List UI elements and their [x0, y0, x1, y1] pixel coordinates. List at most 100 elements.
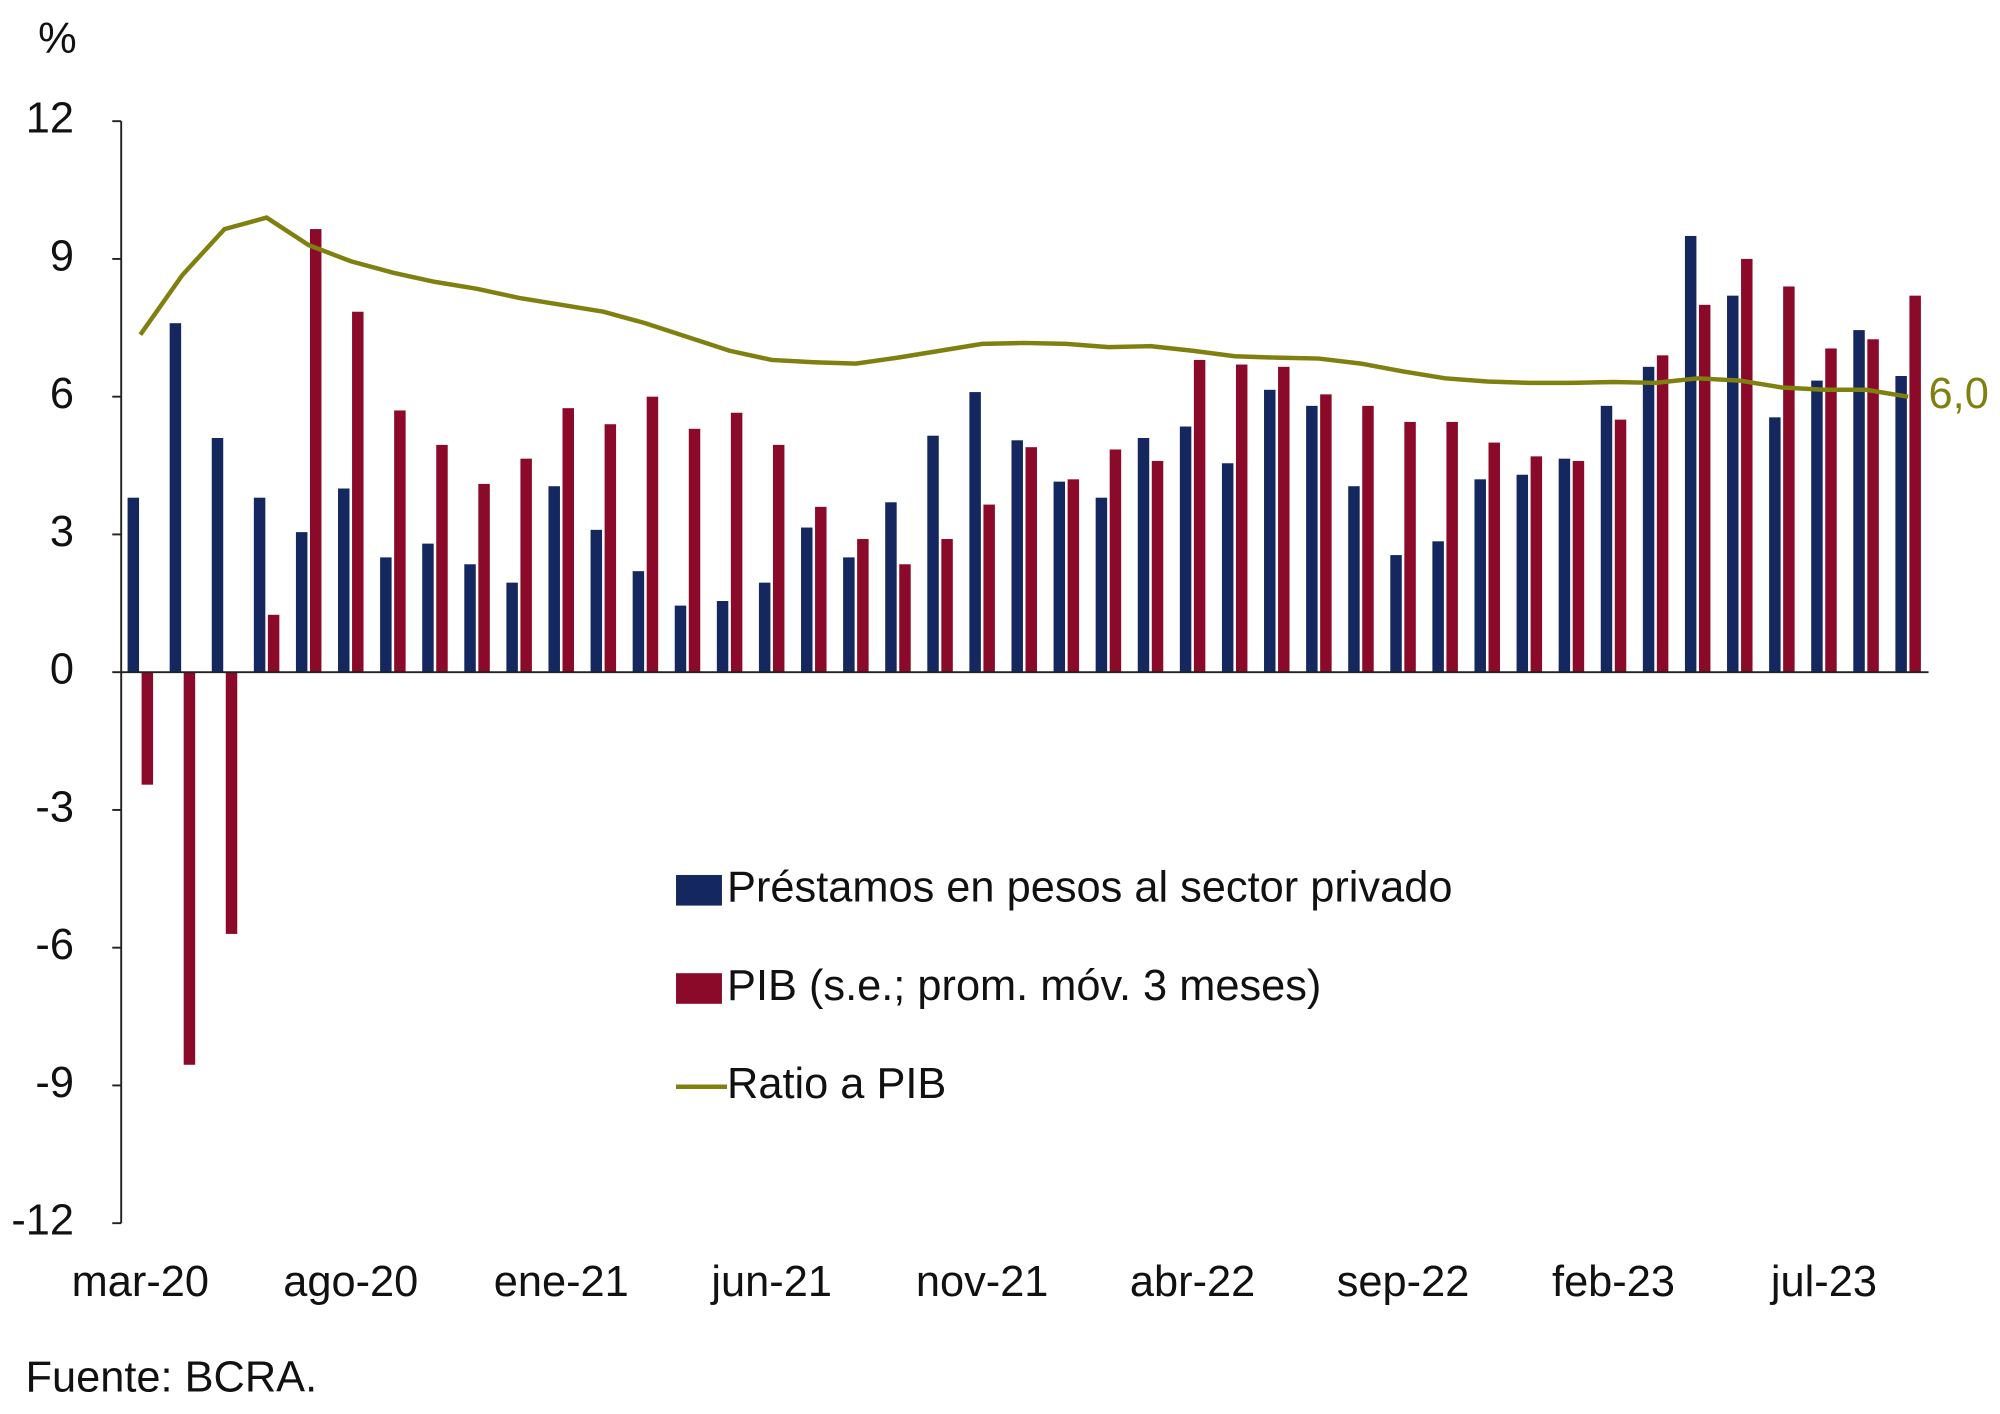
bar	[1558, 458, 1571, 673]
y-tick-label: 6	[50, 370, 74, 418]
bar	[899, 564, 911, 673]
bar	[1741, 258, 1753, 673]
y-tick-label: 9	[50, 232, 74, 280]
y-tick-label: -3	[35, 783, 74, 831]
y-tick-label: 0	[50, 646, 74, 694]
bar	[1656, 355, 1669, 673]
bar	[716, 601, 729, 673]
bar	[253, 497, 266, 673]
y-tick-label: 12	[26, 95, 74, 143]
x-tick-label: feb-23	[1552, 1258, 1675, 1306]
bar	[1698, 304, 1711, 673]
bar	[211, 438, 224, 673]
bar	[1025, 447, 1037, 673]
bar	[1853, 330, 1865, 673]
bar	[1109, 449, 1122, 673]
bar	[1614, 419, 1627, 673]
bar	[183, 672, 196, 1065]
bar	[688, 428, 701, 673]
bar	[506, 582, 518, 673]
bar	[1278, 366, 1290, 673]
x-tick-label: jun-21	[709, 1258, 832, 1306]
data-label: 6,0	[1929, 370, 1989, 418]
bar	[1684, 235, 1697, 673]
bar	[632, 571, 645, 673]
bar	[1053, 481, 1066, 673]
bar	[758, 582, 771, 673]
x-tick-label: ene-21	[494, 1258, 629, 1306]
line	[138, 215, 1909, 399]
x-tick-label: mar-20	[72, 1258, 209, 1306]
bar	[422, 543, 434, 673]
bar	[674, 605, 687, 673]
bar	[127, 497, 140, 673]
bar	[983, 504, 995, 673]
y-tick-label: -6	[35, 921, 74, 969]
bar	[730, 412, 743, 673]
bar	[1446, 421, 1458, 673]
bar	[309, 229, 322, 673]
bar	[352, 311, 364, 673]
y-tick-label: -9	[35, 1059, 74, 1107]
y-tick-label: 3	[50, 508, 74, 556]
x-tick-label: sep-22	[1337, 1258, 1470, 1306]
bar	[1221, 463, 1234, 673]
bar	[338, 488, 350, 673]
bar	[1474, 479, 1486, 673]
bar	[772, 444, 785, 673]
bar	[1011, 440, 1023, 673]
bar	[1193, 359, 1206, 673]
bar	[464, 564, 476, 673]
bar	[1320, 394, 1332, 673]
bar	[1811, 380, 1823, 673]
bar	[941, 539, 953, 673]
x-tick-label: nov-21	[916, 1258, 1049, 1306]
bar	[225, 672, 238, 934]
legend-swatch	[676, 973, 722, 1004]
bar	[590, 529, 603, 673]
bar	[646, 396, 659, 673]
bar	[1390, 555, 1402, 673]
bar	[1530, 456, 1543, 673]
bar	[380, 557, 392, 673]
bar	[1432, 541, 1444, 673]
bar	[394, 410, 406, 673]
bar	[1783, 286, 1795, 673]
x-tick-label: ago-20	[283, 1258, 418, 1306]
bar	[141, 672, 154, 785]
x-tick-label: jul-23	[1769, 1258, 1877, 1306]
bar	[1727, 295, 1739, 673]
bar	[969, 392, 981, 673]
legend-label: Préstamos en pesos al sector privado	[727, 864, 1452, 912]
bar	[520, 458, 532, 673]
bar	[1572, 460, 1585, 673]
bar	[1348, 486, 1360, 673]
bar	[815, 506, 827, 673]
bar	[1404, 421, 1416, 673]
bar	[1895, 376, 1907, 673]
bar	[1867, 339, 1879, 673]
bar	[1600, 405, 1613, 673]
bar	[1769, 417, 1781, 673]
bar	[801, 527, 813, 673]
legend-label: Ratio a PIB	[727, 1060, 946, 1108]
bar	[1151, 460, 1164, 673]
bar	[1235, 364, 1248, 673]
bar	[169, 323, 182, 673]
legend-swatch	[676, 874, 722, 906]
x-tick-label: abr-22	[1130, 1258, 1255, 1306]
bar	[604, 424, 617, 673]
bar	[1179, 426, 1192, 673]
bar	[295, 532, 308, 673]
bar	[1067, 479, 1080, 673]
bar	[267, 614, 280, 673]
bar	[857, 539, 869, 673]
legend-label: PIB (s.e.; prom. móv. 3 meses)	[727, 962, 1321, 1010]
bar	[1362, 405, 1374, 673]
bar	[478, 483, 490, 673]
bar	[548, 486, 560, 673]
bar	[562, 408, 574, 673]
bar	[436, 444, 448, 673]
bar	[1825, 348, 1837, 673]
